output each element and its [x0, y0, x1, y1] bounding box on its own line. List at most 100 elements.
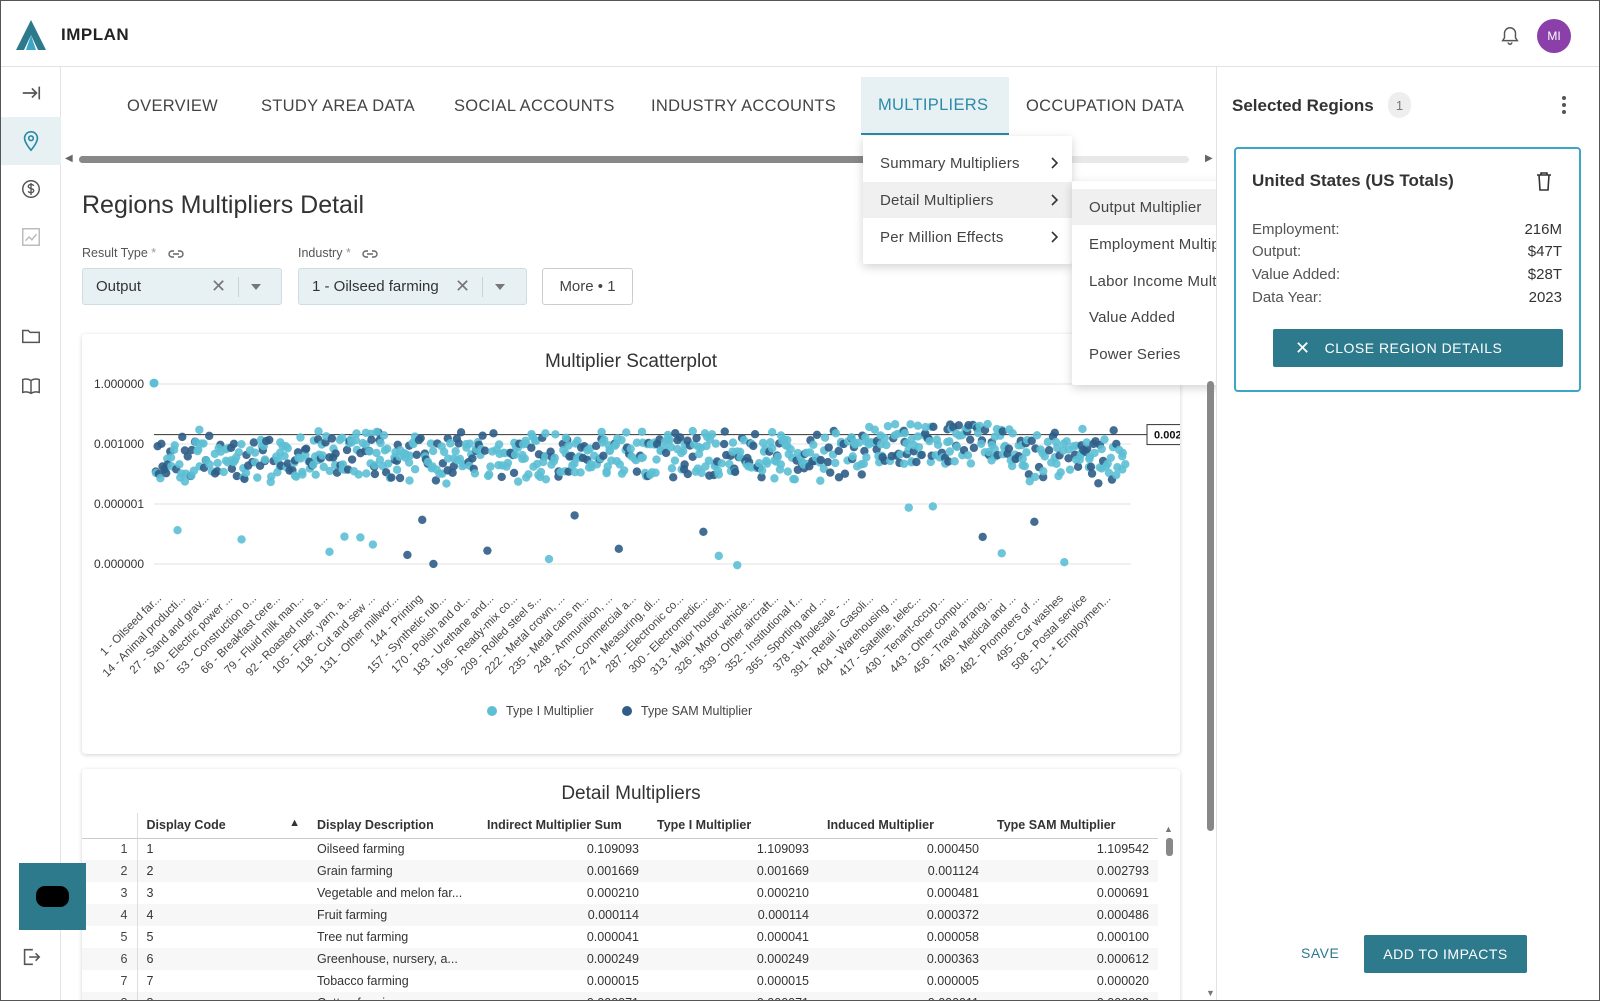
- scatter-point-type-sam[interactable]: [917, 450, 926, 460]
- scatter-point-type-i[interactable]: [325, 547, 334, 557]
- scatter-point-type-sam[interactable]: [429, 559, 438, 569]
- scatter-point-type-sam[interactable]: [749, 441, 758, 451]
- scatter-point-type-sam[interactable]: [331, 449, 340, 458]
- nav-library[interactable]: [1, 362, 61, 410]
- scatter-point-type-i[interactable]: [1060, 557, 1069, 567]
- scatter-point-type-i[interactable]: [541, 429, 550, 438]
- scatter-point-type-i[interactable]: [318, 451, 327, 460]
- scatter-point-type-sam[interactable]: [387, 473, 396, 482]
- col-indirect-multiplier-sum[interactable]: Indirect Multiplier Sum: [478, 813, 648, 839]
- scatter-point-type-sam[interactable]: [599, 451, 608, 460]
- scatter-point-type-i[interactable]: [816, 476, 825, 485]
- col-type-i-multiplier[interactable]: Type I Multiplier: [648, 813, 818, 839]
- scatter-point-type-i[interactable]: [1112, 470, 1121, 480]
- scatter-point-type-i[interactable]: [189, 466, 199, 475]
- scatter-point-type-i[interactable]: [166, 453, 176, 462]
- scatter-point-type-i[interactable]: [617, 435, 626, 445]
- close-region-details-button[interactable]: ✕ CLOSE REGION DETAILS: [1273, 329, 1563, 367]
- scatter-point-type-i[interactable]: [392, 465, 402, 474]
- scatter-point-type-i[interactable]: [368, 540, 378, 549]
- scatter-point-type-i[interactable]: [619, 466, 629, 475]
- scatter-point-type-sam[interactable]: [301, 444, 311, 453]
- scatter-point-type-sam[interactable]: [367, 435, 376, 445]
- scatter-point-type-i[interactable]: [600, 435, 609, 444]
- scatter-point-type-i[interactable]: [711, 439, 721, 448]
- scatter-point-type-i[interactable]: [754, 459, 764, 468]
- scatter-point-type-i[interactable]: [585, 444, 595, 453]
- scatter-point-type-i[interactable]: [319, 462, 328, 472]
- scatter-point-type-sam[interactable]: [347, 455, 357, 464]
- scatter-point-type-i[interactable]: [325, 466, 334, 476]
- scatter-point-type-sam[interactable]: [1050, 428, 1060, 438]
- scatter-point-type-i[interactable]: [626, 444, 635, 454]
- scatter-point-type-sam[interactable]: [213, 466, 222, 476]
- scatter-point-type-sam[interactable]: [178, 432, 187, 442]
- scatter-point-type-i[interactable]: [670, 456, 680, 465]
- table-row[interactable]: 2 2 Grain farming 0.001669 0.001669 0.001124 0…: [82, 860, 1158, 882]
- save-button[interactable]: SAVE: [1301, 945, 1340, 961]
- scatter-point-type-sam[interactable]: [688, 452, 697, 461]
- scatter-point-type-i[interactable]: [762, 456, 771, 466]
- tab-multipliers[interactable]: MULTIPLIERS: [861, 77, 1009, 135]
- trash-icon[interactable]: [1536, 171, 1552, 191]
- scatter-point-type-sam[interactable]: [816, 455, 825, 465]
- scatter-point-type-i[interactable]: [665, 435, 674, 445]
- scroll-left-icon[interactable]: ◀: [65, 153, 73, 164]
- col-display-description[interactable]: Display Description: [308, 813, 478, 839]
- scatter-point-type-i[interactable]: [237, 439, 246, 449]
- scatter-point-type-i[interactable]: [913, 421, 923, 430]
- scatter-point-type-i[interactable]: [361, 440, 371, 449]
- result-type-select[interactable]: Output ✕: [82, 268, 282, 305]
- scatter-point-type-i[interactable]: [632, 438, 642, 447]
- scatter-point-type-i[interactable]: [383, 444, 392, 453]
- menu-detail-multipliers[interactable]: Detail Multipliers: [863, 182, 1072, 218]
- scatter-point-type-i[interactable]: [470, 469, 480, 478]
- scatter-point-type-i[interactable]: [410, 465, 420, 474]
- scatter-point-type-sam[interactable]: [395, 473, 405, 483]
- scatter-point-type-i[interactable]: [783, 435, 792, 445]
- scatter-point-type-sam[interactable]: [229, 439, 239, 448]
- scatter-point-type-i[interactable]: [637, 427, 647, 436]
- table-row[interactable]: 6 6 Greenhouse, nursery, a... 0.000249 0.000…: [82, 948, 1158, 970]
- scatter-point-type-i[interactable]: [739, 435, 749, 445]
- expand-nav-button[interactable]: [1, 69, 61, 117]
- table-row[interactable]: 3 3 Vegetable and melon far... 0.000210 0.00…: [82, 882, 1158, 904]
- scatter-point-type-i[interactable]: [1062, 437, 1071, 446]
- scatter-point-type-i[interactable]: [520, 454, 529, 463]
- scatter-point-type-sam[interactable]: [969, 443, 979, 453]
- scatter-point-type-sam[interactable]: [675, 433, 685, 442]
- scatter-point-type-sam[interactable]: [327, 434, 337, 443]
- scatter-point-type-sam[interactable]: [966, 435, 975, 444]
- scatter-point-type-sam[interactable]: [929, 422, 938, 432]
- scatter-point-type-i[interactable]: [205, 460, 214, 469]
- scatter-point-type-i[interactable]: [880, 433, 889, 443]
- tab-study-area-data[interactable]: STUDY AREA DATA: [261, 96, 415, 115]
- scatter-point-type-sam[interactable]: [342, 445, 352, 455]
- scatter-point-type-sam[interactable]: [826, 468, 835, 477]
- scatter-point-type-i[interactable]: [862, 453, 871, 462]
- scatter-point-type-sam[interactable]: [661, 448, 671, 458]
- scatter-point-type-sam[interactable]: [183, 452, 192, 461]
- scatter-point-type-sam[interactable]: [431, 476, 441, 485]
- scatter-point-type-i[interactable]: [1090, 448, 1099, 458]
- col-induced-multiplier[interactable]: Induced Multiplier: [818, 813, 988, 839]
- scatter-point-type-i[interactable]: [156, 474, 165, 483]
- scatter-point-type-sam[interactable]: [912, 457, 921, 467]
- submenu-labor-income-multipliers[interactable]: Labor Income Multipliers: [1089, 272, 1258, 290]
- nav-projects[interactable]: [1, 312, 61, 360]
- scatter-point-type-i[interactable]: [728, 438, 738, 447]
- scatter-point-type-i[interactable]: [337, 433, 347, 443]
- scatter-point-type-i[interactable]: [234, 448, 244, 457]
- scatter-point-type-i[interactable]: [428, 446, 438, 456]
- scatter-point-type-i[interactable]: [372, 427, 381, 437]
- scatter-point-type-sam[interactable]: [418, 515, 427, 525]
- scatter-point-type-i[interactable]: [536, 467, 546, 477]
- link-icon[interactable]: [168, 249, 184, 259]
- scatter-point-type-i[interactable]: [973, 428, 983, 438]
- scatter-point-type-i[interactable]: [597, 427, 606, 437]
- scatter-point-type-sam[interactable]: [227, 464, 237, 473]
- scatter-point-type-i[interactable]: [809, 440, 818, 449]
- scatter-point-type-i[interactable]: [899, 459, 909, 468]
- scatter-point-type-i[interactable]: [702, 441, 711, 451]
- scatter-point-type-i[interactable]: [544, 554, 554, 564]
